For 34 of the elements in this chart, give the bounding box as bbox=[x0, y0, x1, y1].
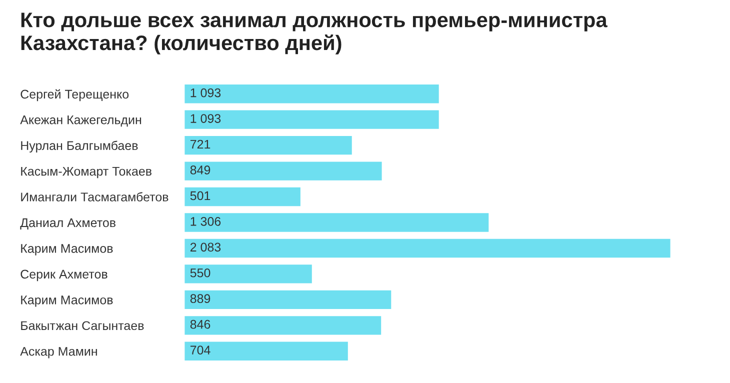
bar bbox=[184, 212, 490, 234]
bar bbox=[184, 314, 382, 336]
y-tick-label: Касым-Жомарт Токаев bbox=[21, 166, 152, 178]
data-label: 1 306 bbox=[190, 217, 221, 226]
data-label: 846 bbox=[190, 320, 210, 329]
data-label: 501 bbox=[190, 191, 210, 200]
data-label: 1 093 bbox=[190, 88, 221, 98]
bar bbox=[184, 134, 354, 156]
bar bbox=[184, 263, 314, 285]
data-label: 2 083 bbox=[190, 242, 221, 252]
bar bbox=[184, 288, 393, 310]
y-tick-label: Нурлан Балгымбаев bbox=[21, 140, 138, 152]
y-tick-label: Бакытжан Сагынтаев bbox=[21, 321, 144, 330]
y-tick-label: Сергей Терещенко bbox=[20, 89, 129, 102]
bar bbox=[184, 186, 302, 208]
data-label: 550 bbox=[190, 268, 210, 278]
y-tick-label: Карим Масимов bbox=[21, 244, 113, 256]
y-tick-label: Аскар Мамин bbox=[20, 347, 97, 358]
data-label: 849 bbox=[190, 166, 210, 174]
bar bbox=[184, 108, 440, 130]
y-tick-label: Даниал Ахметов bbox=[20, 218, 116, 230]
y-tick-label: Имангали Тасмагамбетов bbox=[21, 192, 168, 202]
data-label: 704 bbox=[190, 346, 210, 354]
bar bbox=[184, 238, 672, 259]
bar bbox=[184, 83, 440, 105]
y-tick-label: Акежан Кажегельдин bbox=[20, 116, 142, 127]
bar bbox=[184, 160, 384, 182]
chart-title: Кто дольше всех занимал должность премьер-министра Казахстана? (количество дней) bbox=[21, 12, 608, 54]
data-label: 1 093 bbox=[190, 114, 221, 123]
data-label: 889 bbox=[190, 294, 210, 304]
y-tick-label: Серик Ахметов bbox=[20, 270, 108, 282]
y-tick-label: Карим Масимов bbox=[21, 296, 113, 307]
bar bbox=[184, 340, 350, 362]
data-label: 721 bbox=[190, 140, 210, 149]
